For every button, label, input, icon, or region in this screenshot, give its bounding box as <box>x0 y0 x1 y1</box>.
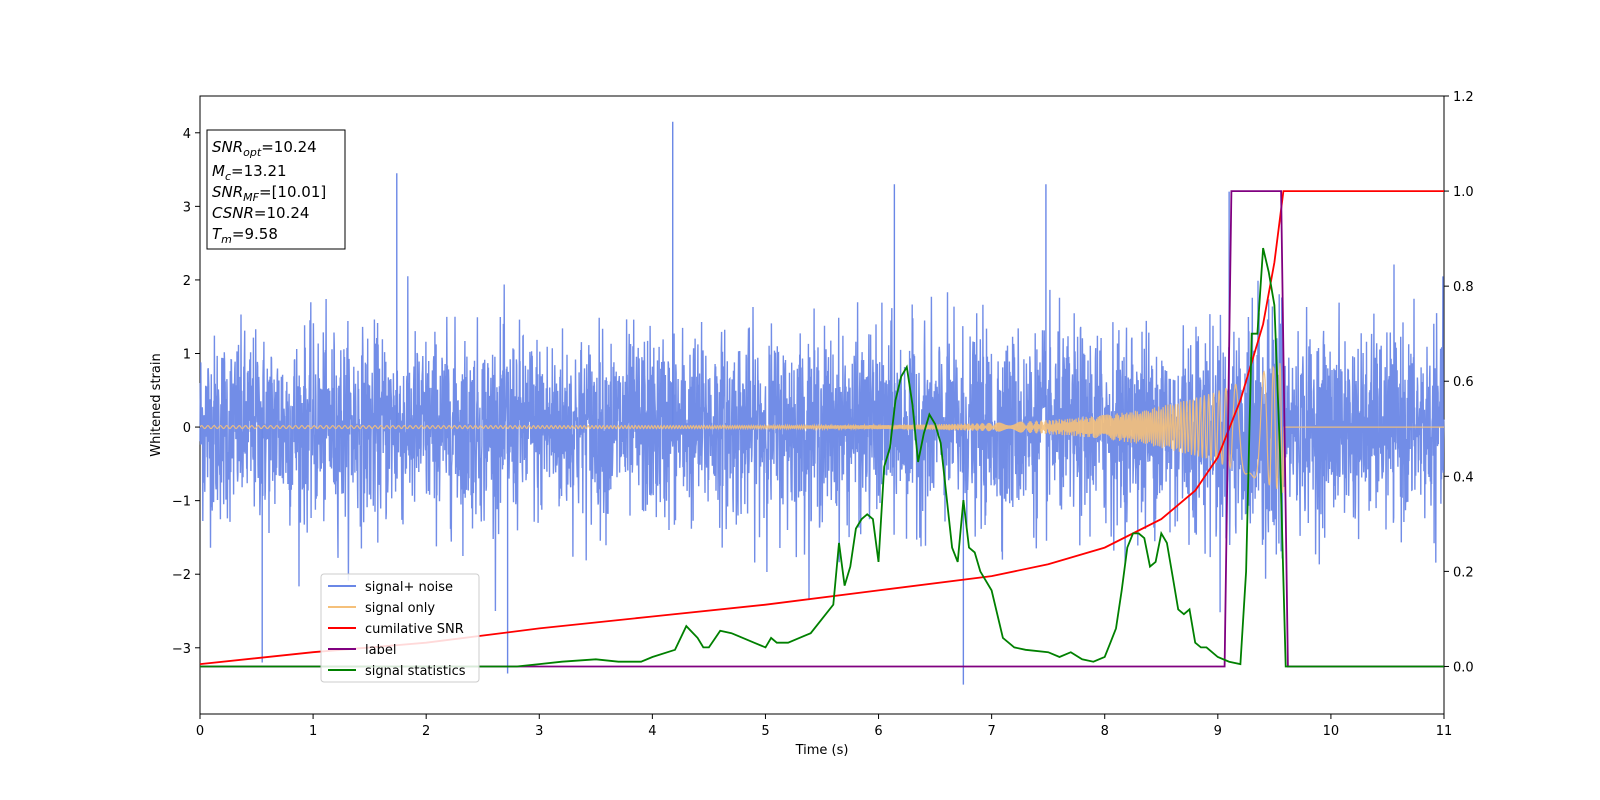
annotation-line: Mc=13.21 <box>212 162 287 183</box>
annotation-frame <box>206 129 346 250</box>
x-tick-label: 10 <box>1323 724 1340 739</box>
series-signal-only-line <box>199 363 1444 493</box>
legend-label: signal statistics <box>365 664 466 679</box>
y-axis-label: Whitened strain <box>149 353 164 456</box>
y-right-tick-label: 0.2 <box>1453 565 1474 580</box>
y-right-tick-label: 0.8 <box>1453 280 1474 295</box>
annotation-line: Tm=9.58 <box>212 225 278 246</box>
y-left-tick-label: −1 <box>172 495 191 510</box>
y-left-axis: −3 −2 −1 0 1 2 3 4 <box>172 127 200 657</box>
x-tick-label: 8 <box>1101 724 1109 739</box>
annotation-line: CSNR=10.24 <box>212 204 309 222</box>
y-right-tick-label: 1.0 <box>1453 185 1474 200</box>
y-left-tick-label: 4 <box>183 127 191 142</box>
x-tick-label: 9 <box>1214 724 1222 739</box>
x-tick-label: 0 <box>196 724 204 739</box>
legend-label: signal+ noise <box>365 580 453 595</box>
y-left-tick-label: 0 <box>183 421 191 436</box>
y-right-tick-label: 0.4 <box>1453 470 1474 485</box>
legend: signal+ noise signal only cumilative SNR la… <box>320 573 480 683</box>
x-axis: 0 1 2 3 4 5 6 7 8 9 10 11 <box>196 714 1452 739</box>
y-left-tick-label: 1 <box>183 348 191 363</box>
annotation-line: SNRopt=10.24 <box>212 138 317 159</box>
right-axis-series-layer <box>199 190 1444 668</box>
x-tick-label: 6 <box>874 724 882 739</box>
y-left-tick-label: −2 <box>172 568 191 583</box>
signal-only-series-layer <box>199 363 1444 493</box>
legend-frame <box>320 573 480 683</box>
x-tick-label: 5 <box>761 724 769 739</box>
y-left-tick-label: 2 <box>183 274 191 289</box>
snr-annotation-box: SNRopt=10.24 Mc=13.21SNRMF=[10.01]CSNR=10… <box>206 129 346 250</box>
y-left-tick-label: 3 <box>183 200 191 215</box>
y-left-tick-label: −3 <box>172 642 191 657</box>
legend-label: cumilative SNR <box>365 622 464 637</box>
x-tick-label: 7 <box>987 724 995 739</box>
series-signal-statistics-line <box>200 247 1444 668</box>
x-tick-label: 2 <box>422 724 430 739</box>
y-right-axis: 0.0 0.2 0.4 0.6 0.8 1.0 1.2 <box>1444 90 1474 675</box>
legend-label: signal only <box>365 601 435 616</box>
series-signal-noise-line <box>199 264 1445 613</box>
legend-label: label <box>365 643 396 658</box>
x-tick-label: 3 <box>535 724 543 739</box>
y-right-tick-label: 0.0 <box>1453 660 1474 675</box>
y-right-tick-label: 0.6 <box>1453 375 1474 390</box>
x-axis-label: Time (s) <box>795 743 849 758</box>
x-tick-label: 4 <box>648 724 656 739</box>
series-cumilative-snr-line <box>199 190 1444 665</box>
annotation-line: SNRMF=[10.01] <box>212 183 326 204</box>
x-tick-label: 11 <box>1436 724 1453 739</box>
y-right-tick-label: 1.2 <box>1453 90 1474 105</box>
x-tick-label: 1 <box>309 724 317 739</box>
